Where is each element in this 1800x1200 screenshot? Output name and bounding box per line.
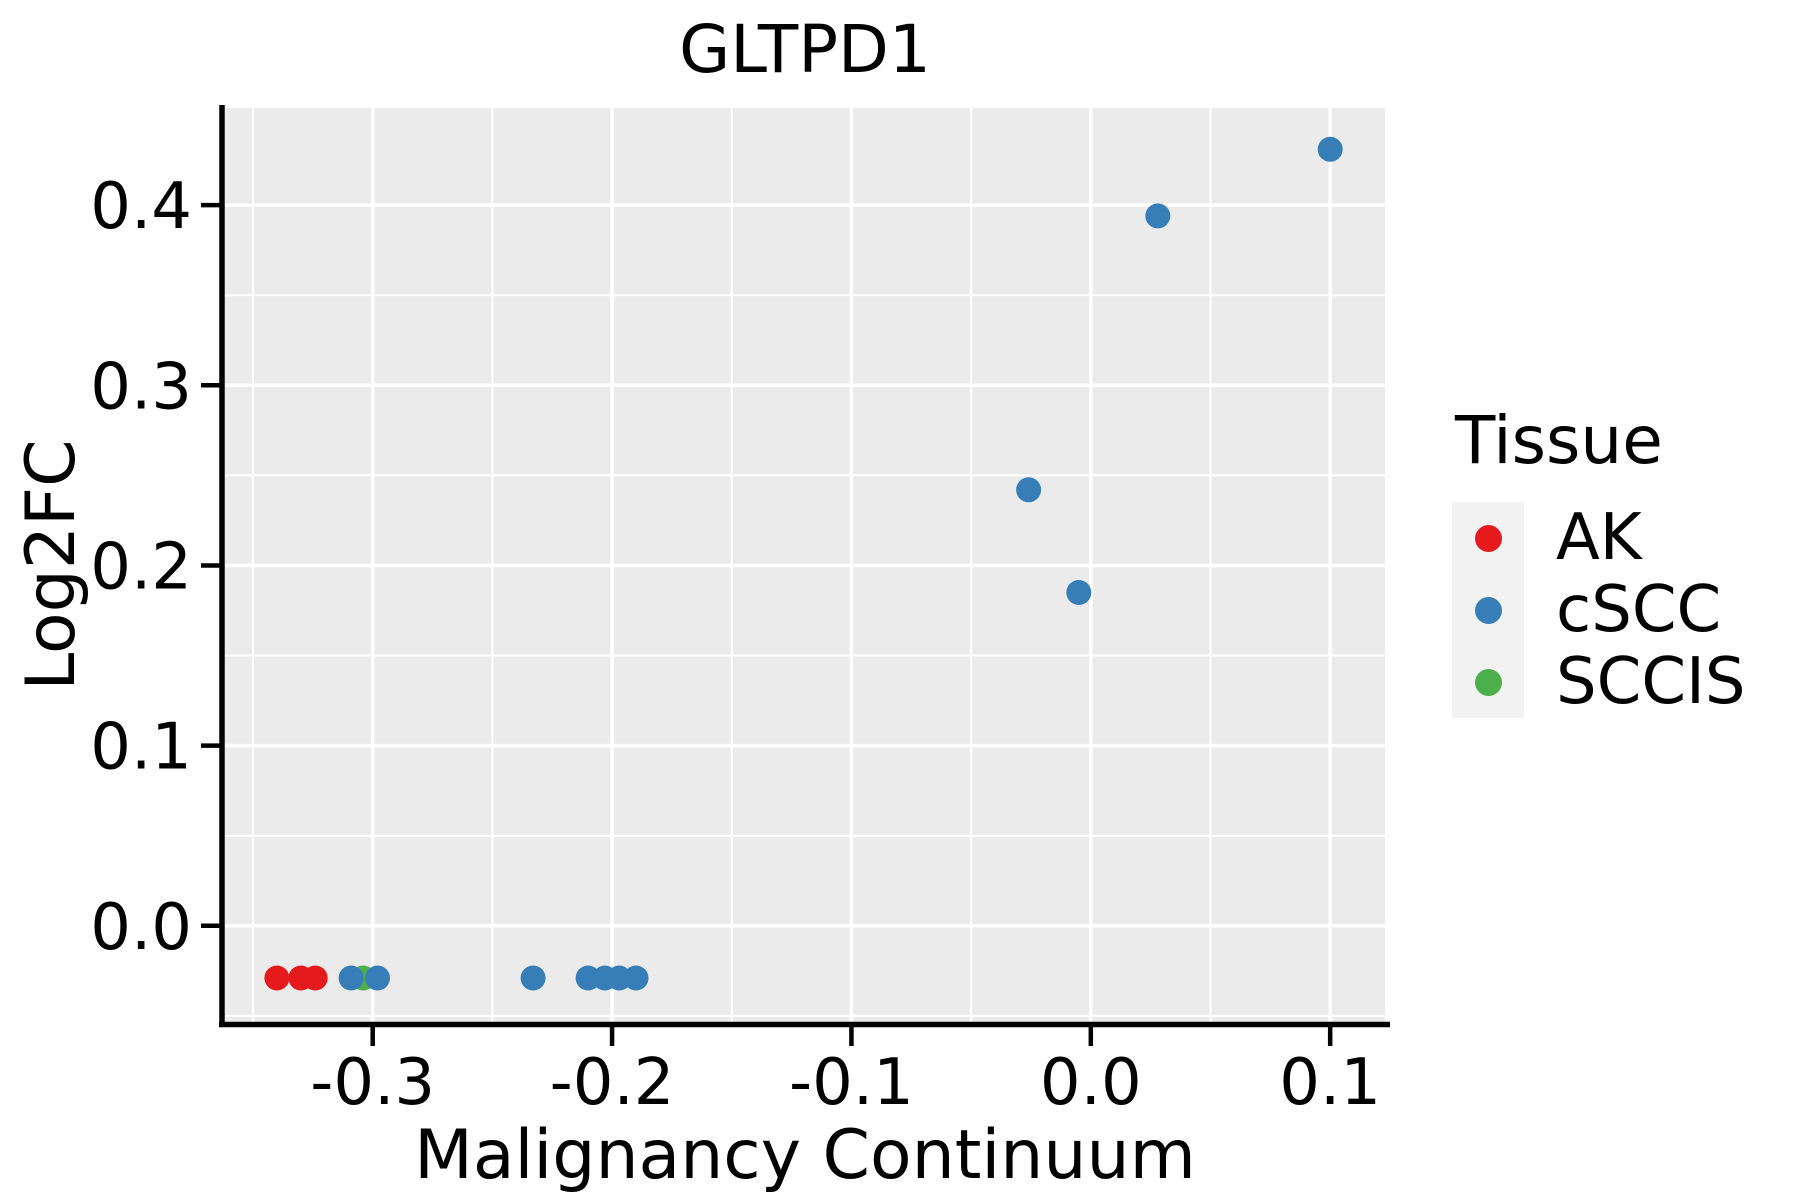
- legend-key-box: [1452, 502, 1524, 574]
- data-point-AK: [302, 965, 328, 991]
- x-axis-title: Malignancy Continuum: [414, 1116, 1196, 1195]
- x-tick-label: -0.3: [310, 1046, 435, 1120]
- legend-label: AK: [1556, 501, 1642, 575]
- legend-title: Tissue: [1455, 402, 1663, 479]
- y-tick-label: 0.0: [90, 891, 192, 965]
- legend-label: SCCIS: [1556, 645, 1746, 719]
- data-point-cSCC: [520, 965, 546, 991]
- y-axis-title: Log2FC: [12, 439, 91, 691]
- legend-entry-AK: AK: [1452, 502, 1746, 574]
- data-point-cSCC: [1145, 203, 1171, 229]
- plot-title: GLTPD1: [679, 11, 931, 88]
- legend-dot-icon: [1474, 596, 1502, 624]
- y-tick-label: 0.3: [90, 350, 192, 424]
- data-point-cSCC: [1016, 477, 1042, 503]
- data-point-cSCC: [365, 965, 390, 991]
- x-tick-label: 0.0: [1040, 1046, 1142, 1120]
- legend: Tissue AK cSCC SCCIS: [1452, 408, 1746, 718]
- legend-entry-SCCIS: SCCIS: [1452, 646, 1746, 718]
- data-point-cSCC: [1317, 136, 1343, 162]
- y-tick-label: 0.4: [90, 170, 192, 244]
- legend-entry-cSCC: cSCC: [1452, 574, 1746, 646]
- y-tick-label: 0.2: [90, 530, 192, 604]
- y-tick-label: 0.1: [90, 711, 192, 785]
- legend-label: cSCC: [1556, 573, 1722, 647]
- data-point-AK: [264, 965, 290, 991]
- x-tick-label: -0.2: [550, 1046, 675, 1120]
- x-tick-label: -0.1: [789, 1046, 914, 1120]
- data-point-cSCC: [623, 965, 649, 991]
- data-point-cSCC: [1066, 580, 1092, 605]
- legend-key-box: [1452, 574, 1524, 646]
- x-tick-label: 0.1: [1279, 1046, 1381, 1120]
- legend-key-box: [1452, 646, 1524, 718]
- data-point-cSCC: [338, 965, 364, 991]
- legend-dot-icon: [1474, 524, 1502, 552]
- legend-dot-icon: [1474, 668, 1502, 696]
- legend-keys: AK cSCC SCCIS: [1452, 502, 1746, 718]
